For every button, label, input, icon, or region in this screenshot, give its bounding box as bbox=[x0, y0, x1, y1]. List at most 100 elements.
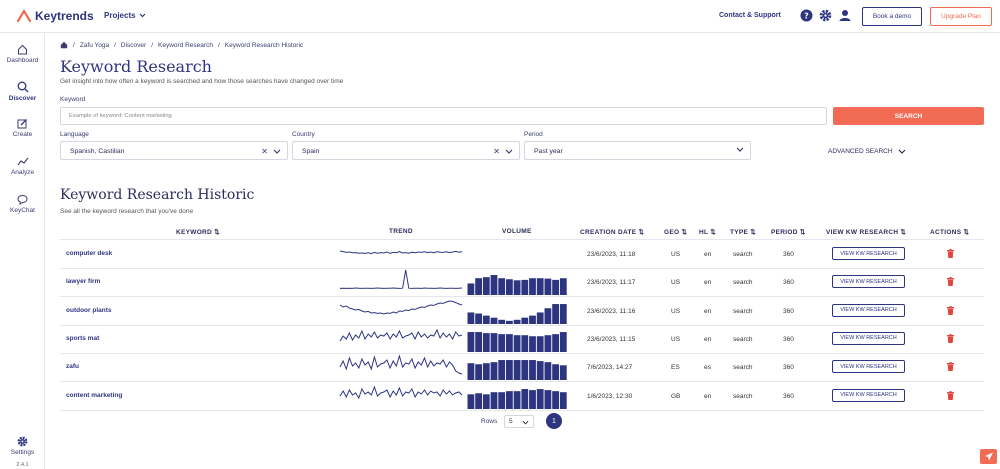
settings-gear-icon bbox=[17, 436, 28, 447]
country-select[interactable]: Spain ✕ bbox=[292, 141, 520, 160]
view-kw-research-button[interactable]: VIEW KW RESEARCH bbox=[832, 275, 905, 289]
advanced-search-toggle[interactable]: ADVANCED SEARCH bbox=[828, 148, 906, 155]
book-demo-button[interactable]: Book a demo bbox=[862, 7, 922, 26]
sidebar: Dashboard Discover Create Analyze KeyCha… bbox=[0, 33, 45, 469]
creation-date-cell: 7/6/2023, 14:27 bbox=[587, 364, 633, 372]
volume-bar bbox=[475, 392, 482, 409]
volume-bar bbox=[513, 360, 521, 381]
sidebar-item-analyze[interactable]: Analyze bbox=[0, 156, 45, 176]
volume-bar bbox=[559, 365, 567, 381]
sidebar-item-label: Discover bbox=[8, 95, 37, 102]
volume-bar bbox=[536, 336, 544, 352]
volume-bar bbox=[529, 336, 536, 352]
sidebar-item-keychat[interactable]: KeyChat bbox=[0, 194, 45, 214]
row-divider bbox=[60, 268, 984, 269]
volume-bar bbox=[467, 283, 475, 296]
upgrade-plan-button[interactable]: Upgrade Plan bbox=[930, 7, 992, 26]
trend-line bbox=[339, 354, 463, 375]
sidebar-item-discover[interactable]: Discover bbox=[0, 81, 45, 102]
row-divider bbox=[60, 381, 984, 383]
trend-sparkline bbox=[339, 300, 463, 315]
header-view-kw-research[interactable]: VIEW KW RESEARCH ⇅ bbox=[826, 229, 907, 236]
help-icon[interactable]: ? bbox=[800, 9, 813, 22]
language-value: Spanish, Castilian bbox=[70, 148, 125, 155]
breadcrumb-item[interactable]: Discover bbox=[120, 41, 147, 49]
table-row: content marketing 1/6/2023, 12:30 GB en … bbox=[60, 382, 984, 411]
trash-icon[interactable] bbox=[947, 362, 954, 372]
header-geo[interactable]: GEO ⇅ bbox=[664, 229, 688, 236]
view-kw-research-button[interactable]: VIEW KW RESEARCH bbox=[832, 388, 905, 402]
keyword-input[interactable]: Example of keyword: Content marketing bbox=[60, 107, 827, 125]
period-select[interactable]: Past year bbox=[524, 141, 751, 160]
chevron-down-icon bbox=[273, 149, 281, 154]
header-trend: TREND bbox=[389, 228, 413, 235]
view-kw-research-button[interactable]: VIEW KW RESEARCH bbox=[832, 303, 905, 317]
volume-bar bbox=[490, 317, 498, 324]
header-creation-date[interactable]: CREATION DATE ⇅ bbox=[580, 229, 645, 236]
hl-cell: en bbox=[704, 307, 712, 315]
volume-bar bbox=[521, 360, 529, 381]
view-kw-research-button[interactable]: VIEW KW RESEARCH bbox=[832, 247, 905, 260]
trash-icon[interactable] bbox=[947, 333, 954, 343]
header-actions[interactable]: ACTIONS ⇅ bbox=[930, 229, 970, 236]
view-kw-research-button[interactable]: VIEW KW RESEARCH bbox=[832, 331, 905, 345]
keyword-link[interactable]: content marketing bbox=[66, 391, 123, 399]
country-value: Spain bbox=[302, 148, 320, 155]
volume-bar bbox=[498, 278, 506, 296]
search-icon bbox=[17, 81, 28, 93]
language-select[interactable]: Spanish, Castilian ✕ bbox=[60, 141, 288, 160]
header-keyword[interactable]: KEYWORD ⇅ bbox=[176, 229, 220, 236]
sidebar-item-dashboard[interactable]: Dashboard bbox=[0, 44, 45, 64]
logo[interactable]: Keytrends bbox=[17, 9, 94, 23]
user-icon[interactable] bbox=[839, 9, 851, 22]
period-label: Period bbox=[524, 131, 543, 138]
rows-per-page-select[interactable]: 5 bbox=[504, 415, 534, 428]
sidebar-item-label: Dashboard bbox=[6, 57, 39, 64]
volume-bar bbox=[559, 331, 567, 352]
header-type[interactable]: TYPE ⇅ bbox=[730, 229, 757, 236]
volume-bar bbox=[544, 278, 552, 296]
type-cell: search bbox=[733, 364, 753, 372]
trash-icon[interactable] bbox=[947, 249, 954, 258]
breadcrumb-item[interactable]: Zafu Yoga bbox=[79, 41, 110, 49]
geo-cell: US bbox=[671, 307, 681, 315]
contact-support-link[interactable]: Contact & Support bbox=[719, 12, 781, 19]
page-number-button[interactable]: 1 bbox=[546, 413, 562, 429]
table-row: sports mat 23/6/2023, 11:15 US en search… bbox=[60, 325, 984, 354]
keyword-link[interactable]: zafu bbox=[66, 363, 79, 371]
view-kw-research-button[interactable]: VIEW KW RESEARCH bbox=[832, 360, 905, 374]
gear-icon[interactable] bbox=[819, 9, 832, 22]
geo-cell: GB bbox=[671, 392, 681, 400]
trash-icon[interactable] bbox=[947, 390, 954, 400]
sidebar-item-settings[interactable]: Settings bbox=[0, 436, 45, 456]
edit-icon bbox=[17, 119, 27, 129]
projects-menu[interactable]: Projects bbox=[104, 11, 146, 20]
chevron-down-icon bbox=[898, 149, 905, 154]
header-period[interactable]: PERIOD ⇅ bbox=[771, 229, 806, 236]
volume-bar bbox=[536, 388, 544, 409]
volume-bar bbox=[536, 361, 544, 381]
volume-bar bbox=[544, 389, 552, 409]
feedback-button[interactable] bbox=[980, 449, 997, 464]
sidebar-item-create[interactable]: Create bbox=[0, 118, 45, 138]
clear-icon[interactable]: ✕ bbox=[261, 147, 268, 156]
search-button[interactable]: SEARCH bbox=[833, 107, 984, 125]
trash-icon[interactable] bbox=[947, 305, 954, 315]
keyword-link[interactable]: sports mat bbox=[66, 334, 100, 342]
header-hl[interactable]: HL ⇅ bbox=[699, 229, 716, 236]
period-cell: 360 bbox=[783, 335, 794, 343]
volume-bar bbox=[529, 360, 536, 381]
sidebar-item-label: Settings bbox=[10, 449, 35, 456]
row-divider bbox=[60, 296, 984, 298]
trash-icon[interactable] bbox=[947, 277, 954, 287]
home-icon[interactable] bbox=[60, 41, 68, 49]
keyword-link[interactable]: lawyer firm bbox=[66, 278, 101, 286]
clear-icon[interactable]: ✕ bbox=[493, 147, 500, 156]
advanced-search-label: ADVANCED SEARCH bbox=[828, 148, 893, 155]
keyword-link[interactable]: outdoor plants bbox=[66, 306, 112, 314]
volume-bar bbox=[475, 278, 482, 296]
keyword-link[interactable]: computer desk bbox=[66, 250, 113, 257]
volume-bar bbox=[529, 389, 536, 409]
period-cell: 360 bbox=[783, 392, 794, 400]
breadcrumb-item[interactable]: Keyword Research bbox=[158, 41, 213, 49]
